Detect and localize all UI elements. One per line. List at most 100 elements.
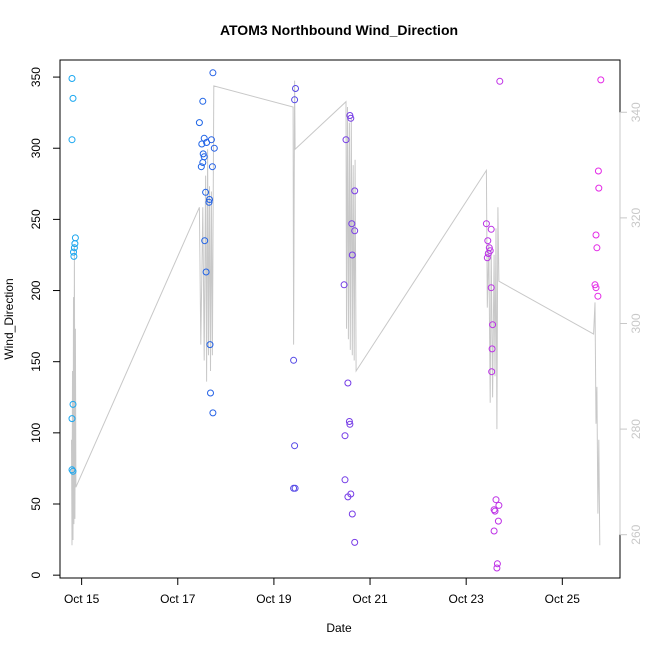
x-axis-label: Date: [326, 621, 352, 635]
data-point: [490, 527, 498, 535]
data-point: [69, 94, 77, 102]
data-point: [594, 292, 602, 300]
data-point: [70, 244, 78, 252]
data-point: [292, 85, 299, 92]
data-point: [344, 493, 352, 501]
data-point: [494, 517, 502, 525]
chart-title: ATOM3 Northbound Wind_Direction: [220, 22, 458, 38]
data-point: [348, 510, 356, 518]
data-point: [290, 356, 298, 364]
data-point: [341, 476, 349, 484]
data-point: [210, 144, 218, 152]
y-tick-label: 300: [29, 138, 43, 158]
data-point: [496, 77, 504, 85]
data-point: [487, 225, 495, 233]
data-point: [347, 114, 355, 122]
line-series: [71, 80, 601, 546]
right-y-axis: 260 280 300 320 340: [619, 102, 643, 545]
data-point: [69, 467, 77, 475]
data-point: [493, 560, 501, 568]
data-point: [199, 97, 207, 105]
data-point: [209, 69, 217, 77]
data-point: [199, 159, 207, 166]
y-tick-label: 100: [29, 423, 43, 443]
data-point: [592, 231, 600, 239]
y-tick-label: 50: [29, 497, 43, 511]
data-point: [491, 507, 499, 515]
data-point: [206, 341, 214, 349]
x-axis: Oct 15 Oct 17 Oct 19 Oct 21 Oct 23 Oct 25: [64, 577, 581, 606]
data-point: [207, 389, 214, 397]
data-point: [346, 112, 354, 119]
data-point: [484, 237, 492, 245]
data-point: [342, 136, 350, 144]
data-point: [291, 442, 299, 450]
data-point: [71, 240, 79, 248]
x-tick-label: Oct 23: [449, 592, 485, 606]
right-y-tick-label: 260: [629, 524, 643, 544]
data-point: [202, 268, 210, 276]
x-tick-label: Oct 19: [256, 592, 292, 606]
x-tick-label: Oct 25: [545, 592, 581, 606]
y-axis: 0 50 100 150 200 250 300 350: [29, 67, 61, 578]
y-tick-label: 0: [29, 571, 43, 578]
data-point: [195, 119, 203, 127]
plot-frame: [59, 59, 621, 579]
data-point: [201, 237, 209, 245]
scatter-points: [68, 69, 605, 572]
data-point: [493, 564, 501, 572]
wind-line-path: [71, 80, 601, 546]
right-y-tick-label: 320: [629, 208, 643, 228]
data-point: [495, 501, 503, 509]
data-point: [348, 251, 356, 259]
data-point: [71, 234, 79, 242]
data-point: [344, 379, 352, 387]
data-point: [351, 538, 359, 546]
right-y-tick-label: 300: [629, 313, 643, 333]
right-y-tick-label: 280: [629, 419, 643, 439]
data-point: [490, 506, 498, 514]
x-tick-label: Oct 21: [352, 592, 388, 606]
data-point: [68, 415, 76, 423]
data-point: [488, 345, 496, 353]
data-point: [291, 96, 299, 104]
data-point: [351, 227, 359, 235]
data-point: [340, 281, 348, 289]
data-point: [483, 254, 491, 262]
data-point: [595, 184, 603, 192]
y-tick-label: 250: [29, 209, 43, 229]
data-point: [198, 140, 206, 148]
data-point: [205, 198, 213, 206]
data-point: [202, 188, 210, 196]
data-point: [591, 281, 599, 289]
data-point: [594, 167, 602, 175]
right-y-tick-label: 340: [629, 102, 643, 122]
data-point: [68, 136, 76, 144]
data-point: [489, 321, 497, 329]
data-point: [492, 496, 500, 504]
data-point: [487, 284, 495, 292]
data-point: [208, 163, 216, 171]
y-tick-label: 350: [29, 67, 43, 87]
data-point: [488, 368, 496, 376]
data-point: [348, 220, 356, 228]
data-point: [197, 163, 205, 171]
y-tick-label: 200: [29, 280, 43, 300]
data-point: [70, 252, 78, 260]
data-point: [206, 196, 213, 203]
y-tick-label: 150: [29, 351, 43, 371]
data-point: [484, 250, 492, 257]
data-point: [207, 136, 215, 144]
x-tick-label: Oct 17: [160, 592, 196, 606]
y-axis-label: Wind_Direction: [2, 278, 16, 359]
data-point: [345, 418, 353, 425]
data-point: [351, 187, 359, 195]
data-point: [209, 409, 217, 417]
data-point: [593, 244, 601, 252]
data-point: [341, 432, 349, 440]
data-point: [290, 484, 298, 492]
data-point: [346, 420, 354, 428]
data-point: [70, 248, 77, 256]
data-point: [68, 466, 76, 474]
